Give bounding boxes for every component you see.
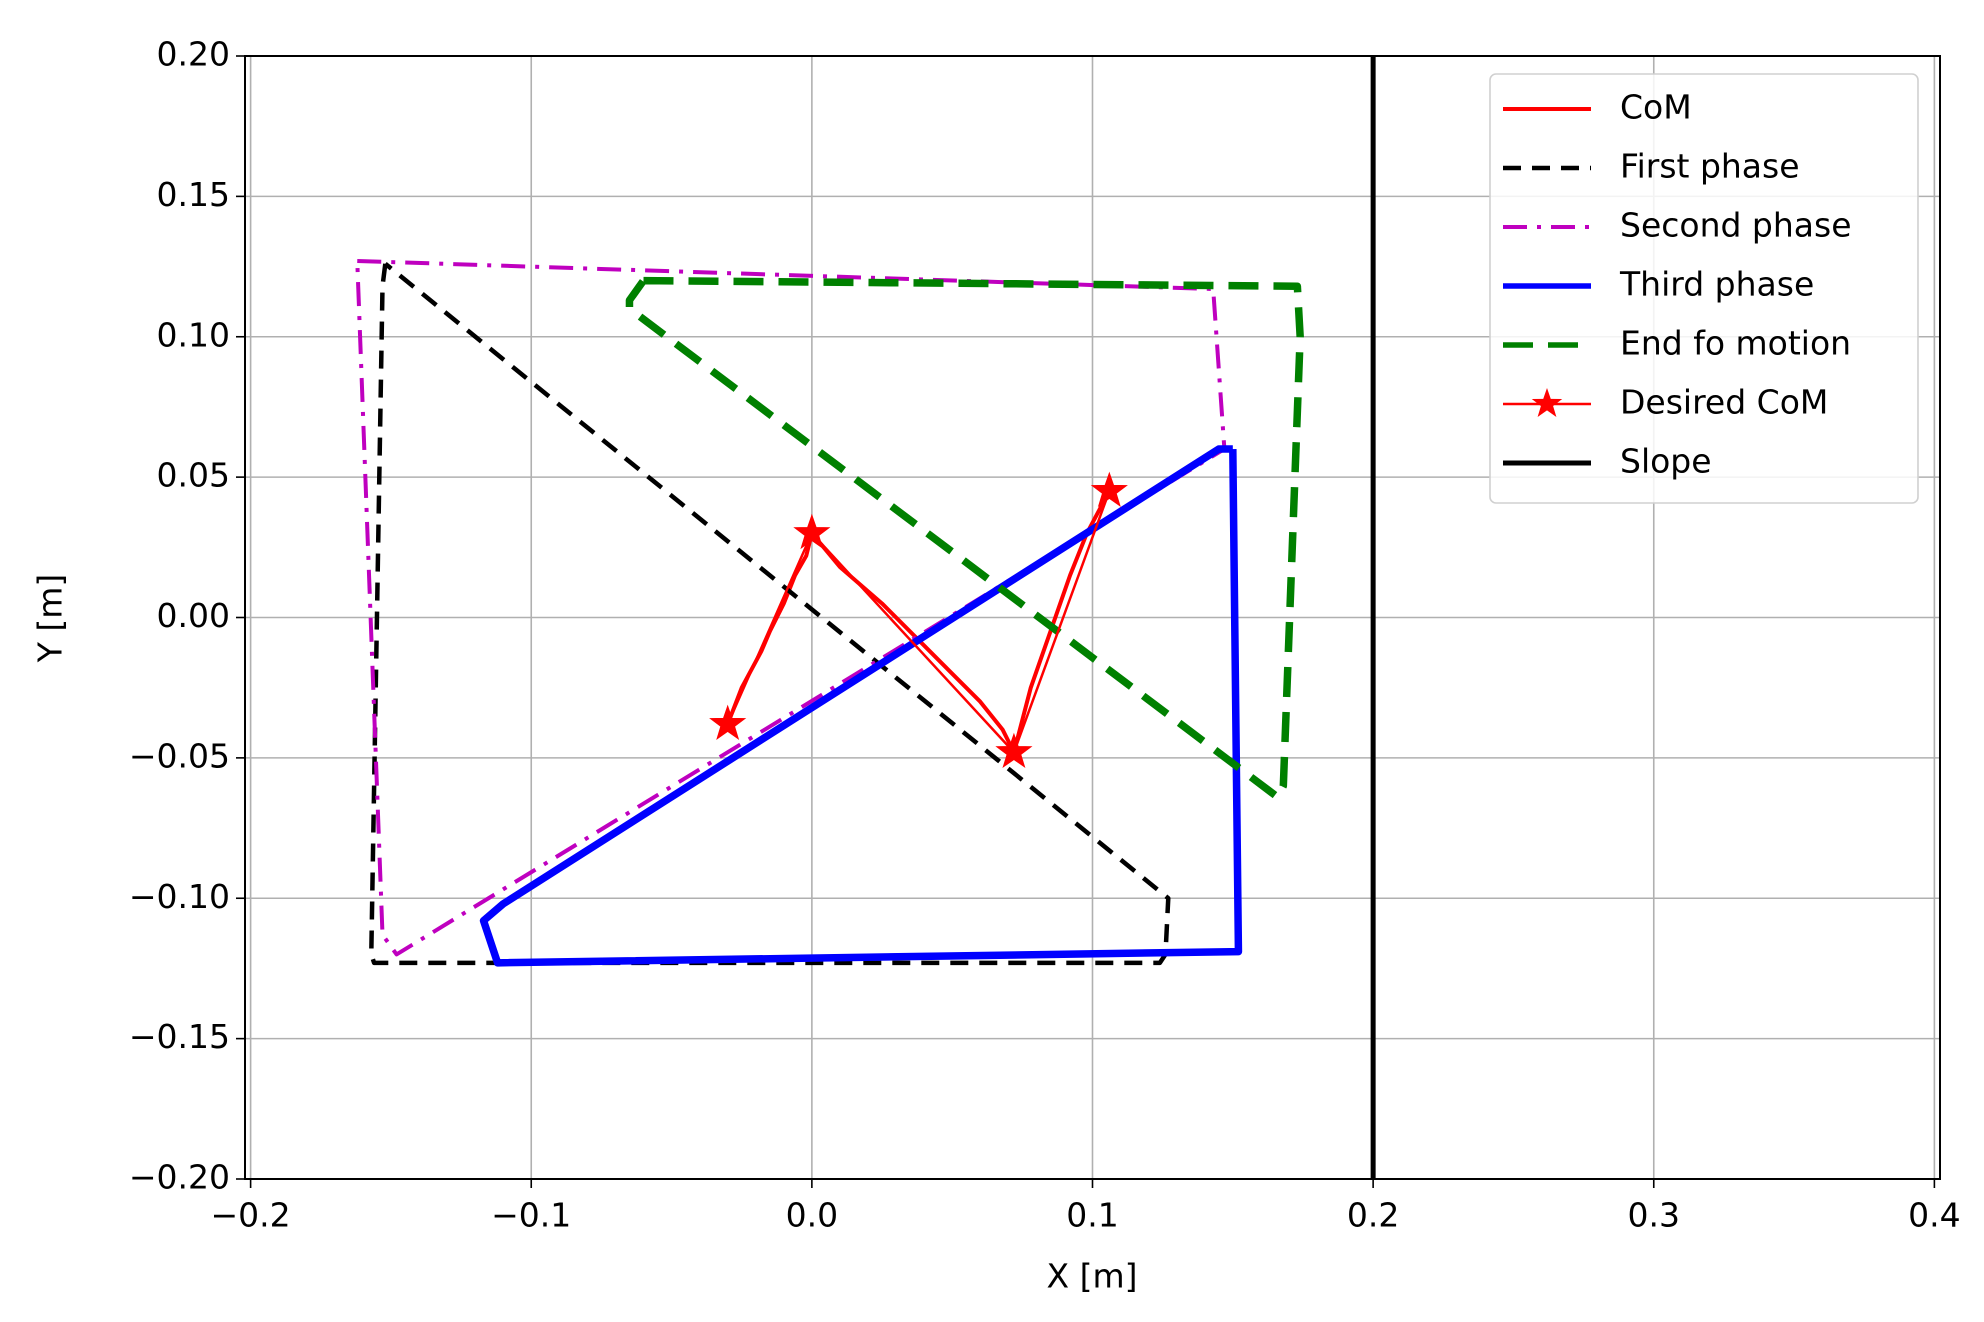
ticks: −0.2 −0.1 0.0 0.1 0.2 0.3 0.4 −0.20 −0.15 −0.10 −0…: [129, 35, 1961, 1235]
legend-label: Second phase: [1620, 206, 1852, 245]
y-tick-label: −0.05: [129, 736, 230, 775]
y-tick-label: −0.15: [129, 1017, 230, 1056]
y-tick-label: 0.10: [157, 315, 230, 354]
series-line: [355, 258, 1227, 957]
legend-label: Slope: [1620, 442, 1712, 481]
series-line: [369, 262, 1171, 966]
legend-label: End fo motion: [1620, 324, 1851, 363]
x-tick-label: 0.4: [1908, 1196, 1960, 1235]
y-axis-label: Y [m]: [31, 574, 70, 664]
y-tick-label: 0.05: [157, 456, 230, 495]
series-line: [625, 276, 1304, 801]
y-tick-label: −0.20: [129, 1158, 230, 1197]
series-line: [479, 445, 1243, 967]
legend-box: [1489, 73, 1919, 504]
x-axis-label: X [m]: [1047, 1257, 1138, 1296]
y-tick-label: 0.20: [157, 35, 230, 74]
series-line: [725, 490, 1112, 755]
series-line: [726, 490, 1111, 754]
star-marker: [995, 732, 1033, 769]
y-tick-label: −0.10: [129, 877, 230, 916]
legend-label: Third phase: [1619, 265, 1814, 304]
star-marker: [709, 704, 747, 740]
legend-label: CoM: [1620, 88, 1692, 127]
x-tick-label: −0.1: [491, 1196, 571, 1235]
y-tick-label: 0.00: [157, 596, 230, 635]
y-tick-label: 0.15: [157, 175, 230, 214]
x-tick-label: 0.2: [1347, 1196, 1399, 1235]
star-marker: [793, 513, 831, 550]
x-tick-label: 0.0: [786, 1196, 838, 1235]
plot-area: [355, 56, 1376, 1179]
x-tick-label: 0.1: [1066, 1196, 1118, 1235]
star-marker: [1090, 471, 1128, 507]
x-tick-label: −0.2: [211, 1196, 291, 1235]
legend-label: Desired CoM: [1620, 383, 1828, 422]
x-tick-label: 0.3: [1628, 1196, 1680, 1235]
legend-label: First phase: [1620, 147, 1800, 186]
legend-marker: [1531, 388, 1563, 417]
legend: CoM First phase Second phase Third phase End…: [1489, 73, 1919, 504]
